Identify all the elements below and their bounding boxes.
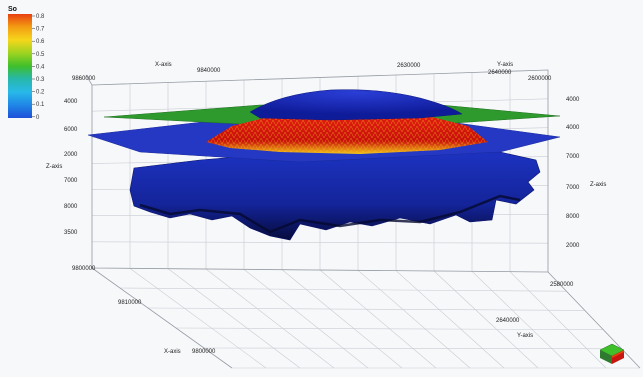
z-axis-right-tick: 2000 xyxy=(566,243,580,249)
legend-tick-label: 0 xyxy=(36,115,40,121)
reservoir-surfaces xyxy=(87,89,561,241)
x-axis-top-title: X-axis xyxy=(155,62,172,68)
legend-tick-label: 0.8 xyxy=(36,14,45,20)
x-axis-top-tick: 2630000 xyxy=(397,63,421,69)
dome-surface xyxy=(249,89,463,121)
z-axis-left-tick: 8000 xyxy=(64,204,78,210)
x-axis-top-tick: 9840000 xyxy=(197,68,221,74)
color-legend: So 0.8 0.7 0.6 0.5 0.4 0.3 0.2 0.1 0 xyxy=(8,6,45,121)
x-axis-bottom-title: X-axis xyxy=(164,349,181,355)
grid-line xyxy=(357,270,471,369)
z-axis-right-tick: 4000 xyxy=(566,125,580,131)
legend-tick-label: 0.7 xyxy=(36,27,45,33)
grid-line xyxy=(129,268,267,369)
legend-title: So xyxy=(8,6,17,13)
z-axis-left-tick: 7000 xyxy=(64,178,78,184)
legend-tick-label: 0.2 xyxy=(36,90,45,96)
grid-line xyxy=(281,269,403,369)
y-axis-bottom-tick: 2580000 xyxy=(550,282,574,288)
x-axis-bottom-tick: 9810000 xyxy=(118,300,142,306)
y-axis-top-title: Y-axis xyxy=(497,62,513,68)
grid-line xyxy=(167,268,301,369)
x-axis-bottom-tick: 9800000 xyxy=(192,349,216,355)
grid-line xyxy=(395,270,505,369)
grid-line xyxy=(175,327,604,330)
z-axis-right-tick: 8000 xyxy=(566,214,580,220)
z-axis-right-title: Z-axis xyxy=(590,182,606,188)
y-axis-top-tick: 2640000 xyxy=(488,70,512,76)
z-axis-right-tick: 7000 xyxy=(566,154,580,160)
grid-line xyxy=(119,287,567,292)
y-axis-bottom-tick: 2640000 xyxy=(496,318,520,324)
legend-tick-label: 0.1 xyxy=(36,102,45,108)
z-axis-left-tick: 6000 xyxy=(64,127,78,133)
z-axis-right-tick: 4000 xyxy=(566,97,580,103)
grid-line xyxy=(203,347,622,350)
z-axis-left-tick: 4000 xyxy=(64,99,78,105)
grid-line xyxy=(471,271,573,369)
x-axis-top-tick: 9860000 xyxy=(72,76,96,82)
grid-line xyxy=(243,269,369,369)
grid-line xyxy=(433,270,539,369)
x-axis-bottom-tick: 9800000 xyxy=(72,266,96,272)
z-axis-right-tick: 7000 xyxy=(566,185,580,191)
z-axis-left-tick: 3500 xyxy=(64,230,78,236)
grid-line xyxy=(147,307,585,311)
grid-line xyxy=(509,271,607,369)
legend-tick-label: 0.5 xyxy=(36,52,45,58)
axis-labels: X-axis 9860000 9840000 2630000 Y-axis 26… xyxy=(46,62,606,355)
legend-tick-label: 0.6 xyxy=(36,39,45,45)
y-axis-bottom-title: Y-axis xyxy=(517,333,533,339)
grid-line xyxy=(319,269,437,369)
grid-line xyxy=(205,268,335,369)
z-axis-left-tick: 2000 xyxy=(64,152,78,158)
y-axis-top-tick: 2600000 xyxy=(528,76,552,82)
z-axis-left-title: Z-axis xyxy=(46,164,62,170)
legend-colorbar xyxy=(8,14,32,118)
legend-tick-label: 0.4 xyxy=(36,64,45,70)
orientation-cube-icon[interactable] xyxy=(599,343,625,364)
bounding-box xyxy=(85,69,641,369)
grid-line xyxy=(91,241,549,244)
legend-tick-label: 0.3 xyxy=(36,77,45,83)
